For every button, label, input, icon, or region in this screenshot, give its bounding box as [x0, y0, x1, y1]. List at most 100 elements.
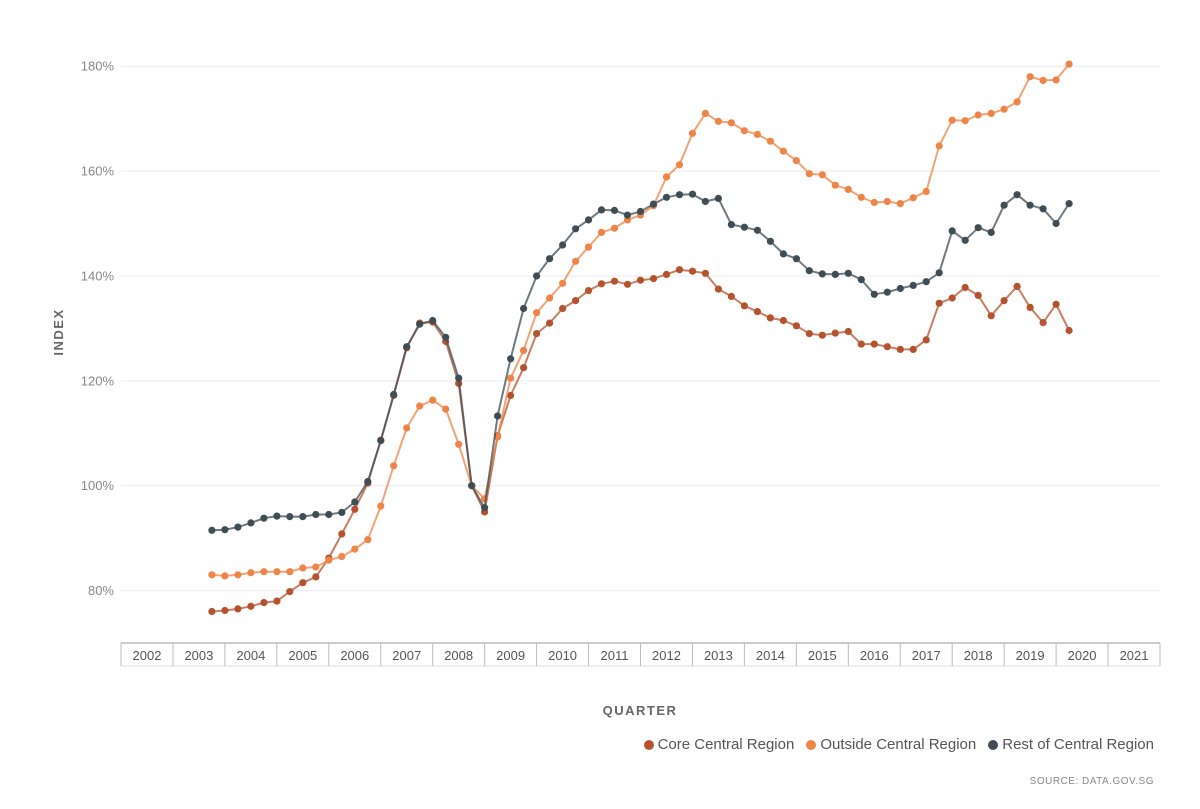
data-point — [714, 285, 723, 293]
data-point — [961, 117, 969, 125]
data-point — [779, 316, 788, 325]
data-point — [584, 243, 593, 251]
data-point — [896, 200, 904, 208]
legend-item-outside-central: Outside Central Region — [806, 736, 976, 753]
data-point — [377, 437, 385, 445]
y-tick-label: 160% — [81, 164, 115, 179]
data-point — [883, 343, 891, 351]
data-point — [312, 563, 320, 571]
data-point — [909, 281, 917, 289]
data-point — [312, 573, 320, 581]
data-point — [546, 319, 554, 327]
data-point — [584, 216, 593, 224]
data-point — [1026, 303, 1034, 311]
data-point — [520, 304, 528, 313]
data-point — [260, 568, 268, 576]
y-axis-title: INDEX — [51, 308, 66, 355]
x-tick-label: 2004 — [236, 648, 265, 663]
data-point — [766, 314, 775, 322]
data-point — [740, 127, 749, 135]
legend-item-core-central: Core Central Region — [643, 736, 794, 753]
data-point — [494, 412, 502, 420]
data-point — [403, 343, 411, 351]
data-point — [247, 602, 255, 610]
x-tick-label: 2017 — [912, 648, 941, 663]
data-point — [1013, 98, 1021, 106]
x-tick-label: 2018 — [964, 648, 993, 663]
series-1 — [208, 60, 1073, 580]
data-point — [844, 327, 852, 336]
data-point — [623, 280, 632, 288]
data-point — [507, 391, 515, 400]
data-point — [688, 129, 697, 137]
data-point — [831, 329, 839, 337]
data-point — [533, 309, 541, 317]
data-point — [857, 340, 865, 348]
y-tick-label: 140% — [81, 268, 115, 283]
data-point — [844, 269, 852, 277]
data-point — [299, 564, 307, 572]
data-point — [961, 236, 969, 244]
data-point — [364, 536, 372, 544]
data-point — [987, 109, 995, 117]
y-tick-label: 180% — [81, 59, 115, 74]
data-point — [974, 224, 982, 232]
data-point — [481, 504, 489, 512]
data-point — [286, 513, 294, 521]
data-point — [714, 117, 723, 125]
data-point — [779, 147, 788, 155]
data-point — [390, 462, 398, 470]
data-point — [870, 198, 878, 207]
data-point — [935, 299, 943, 307]
data-point — [377, 502, 385, 510]
x-tick-label: 2012 — [652, 648, 681, 663]
data-point — [546, 294, 554, 302]
data-point — [572, 257, 580, 265]
data-point — [286, 568, 294, 576]
data-point — [831, 181, 839, 189]
data-point — [442, 333, 450, 341]
data-point — [559, 304, 567, 313]
data-point — [299, 513, 307, 521]
data-point — [1026, 73, 1034, 81]
data-point — [559, 241, 567, 249]
data-point — [818, 270, 826, 278]
data-point — [818, 171, 826, 179]
data-point — [1013, 191, 1021, 199]
x-tick-label: 2019 — [1016, 648, 1045, 663]
data-point — [351, 505, 359, 513]
data-point — [1000, 297, 1008, 305]
data-point — [818, 331, 826, 339]
legend-dot-outside-central — [806, 739, 817, 750]
series-line — [211, 63, 1070, 577]
x-tick-label: 2008 — [444, 648, 473, 663]
data-point — [1039, 205, 1047, 213]
data-point — [1065, 60, 1073, 68]
data-point — [649, 200, 658, 208]
x-tick-label: 2003 — [184, 648, 213, 663]
data-point — [740, 223, 749, 231]
data-point — [753, 308, 762, 316]
data-point — [896, 345, 904, 353]
data-point — [597, 280, 606, 288]
data-point — [572, 225, 580, 233]
data-point — [286, 588, 294, 596]
source-note: SOURCE: DATA.GOV.SG — [1029, 776, 1154, 787]
x-axis: 2002 2003 2004 2005 2006 2007 2008 2009 2010 2011… — [120, 642, 1161, 667]
data-point — [325, 510, 333, 519]
data-point — [455, 440, 463, 448]
data-point — [688, 190, 697, 198]
data-point — [584, 287, 593, 295]
data-point — [312, 510, 320, 519]
legend-dot-rest-central — [988, 739, 999, 750]
x-tick-label: 2007 — [392, 648, 421, 663]
data-point — [610, 277, 619, 285]
data-point — [805, 330, 813, 338]
y-tick-label: 120% — [81, 373, 115, 388]
data-point — [701, 269, 710, 277]
data-point — [442, 405, 450, 413]
data-point — [753, 226, 762, 234]
data-point — [883, 288, 891, 296]
data-point — [779, 250, 788, 258]
data-point — [533, 272, 541, 280]
